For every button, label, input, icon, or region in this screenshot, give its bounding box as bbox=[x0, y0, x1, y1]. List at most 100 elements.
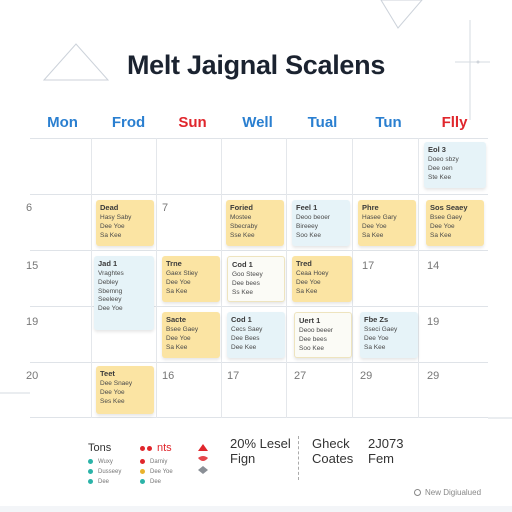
note-line: Vraghtes bbox=[98, 270, 124, 278]
event-note[interactable]: Trne Gaex Stiey Dee Yoe Sa Kee bbox=[162, 256, 220, 302]
note-line: Hasy Saby bbox=[100, 214, 132, 222]
weekday-label: Flly bbox=[441, 114, 468, 131]
legend-item: Dee bbox=[88, 477, 121, 487]
legend-item: Wuxy bbox=[88, 457, 121, 467]
note-line: Bsee Gaey bbox=[166, 326, 199, 334]
day-number: 6 bbox=[26, 202, 33, 214]
day-number: 29 bbox=[360, 370, 373, 382]
note-title: Eol 3 bbox=[428, 145, 446, 154]
note-line: Ses Kee bbox=[100, 397, 125, 405]
circle-icon bbox=[414, 489, 421, 497]
note-line: Deoo beeer bbox=[299, 327, 333, 335]
day-number: 19 bbox=[427, 316, 440, 328]
day-number: 29 bbox=[427, 370, 440, 382]
event-note[interactable]: Cod 1 Cecs Saey Dee Bees Dee Kee bbox=[227, 312, 285, 358]
note-line: Dee oen bbox=[428, 164, 453, 172]
event-note[interactable]: Tred Ceaa Hoey Dee Yoe Sa Kee bbox=[292, 256, 352, 302]
stats-divider bbox=[298, 436, 299, 480]
weekday-label: Frod bbox=[111, 114, 146, 131]
note-line: Dee Yoe bbox=[166, 278, 191, 286]
note-line: Hasee Gary bbox=[362, 214, 397, 222]
note-line: Bireeey bbox=[296, 222, 319, 230]
note-line: Sa Kee bbox=[364, 343, 386, 351]
note-line: Dee Yoe bbox=[364, 334, 389, 342]
note-line: Ss Kee bbox=[232, 288, 253, 296]
note-line: Sseci Gaey bbox=[364, 326, 398, 334]
note-title: Cod 1 bbox=[231, 315, 252, 324]
event-note[interactable]: Sos Seaey Bsee Gaey Dee Yoe Sa Kee bbox=[426, 200, 484, 246]
weekday-label: Tual bbox=[307, 114, 338, 131]
note-line: Dee Yoe bbox=[100, 222, 125, 230]
day-number: 17 bbox=[362, 260, 375, 272]
grid-line bbox=[286, 138, 287, 418]
note-title: Fbe Zs bbox=[364, 315, 389, 324]
calendar-grid: 6 7 15 17 14 19 19 20 16 17 27 29 29 Eol… bbox=[26, 138, 488, 418]
note-line: Ste Kee bbox=[428, 173, 452, 181]
note-title: Uert 1 bbox=[299, 316, 321, 325]
note-line: Bsee Gaey bbox=[430, 214, 463, 222]
dot-icon bbox=[147, 445, 152, 451]
note-line: Dee Yoe bbox=[430, 222, 455, 230]
note-line: Sa Kee bbox=[100, 231, 122, 239]
note-line: Sa Kee bbox=[430, 231, 452, 239]
grid-line bbox=[221, 138, 222, 418]
bottom-bar bbox=[0, 506, 512, 512]
note-line: Sse Kee bbox=[230, 231, 255, 239]
dot-icon bbox=[88, 478, 93, 484]
note-line: Soo Kee bbox=[296, 231, 321, 239]
note-line: Dee Kee bbox=[231, 343, 257, 351]
weekday-label: Mon bbox=[47, 114, 78, 131]
note-line: Soo Kee bbox=[299, 344, 324, 352]
note-line: Ceaa Hoey bbox=[296, 270, 329, 278]
event-note[interactable]: Uert 1 Deoo beeer Dee bees Soo Kee bbox=[294, 312, 352, 358]
note-line: Dee Yoe bbox=[100, 388, 125, 396]
grid-line bbox=[30, 306, 488, 307]
weekday-label: Tun bbox=[375, 114, 402, 131]
page-title: Melt Jaignal Scalens bbox=[126, 50, 386, 80]
event-note[interactable]: Cod 1 Goo Steey Dee bees Ss Kee bbox=[227, 256, 285, 302]
legend-title: Tons bbox=[88, 442, 112, 454]
stat-check: Gheck Coates bbox=[312, 436, 354, 466]
note-title: Tred bbox=[296, 259, 312, 268]
day-number: 20 bbox=[26, 370, 39, 382]
event-note[interactable]: Fbe Zs Sseci Gaey Dee Yoe Sa Kee bbox=[360, 312, 418, 358]
note-line: Dee Yoe bbox=[166, 334, 191, 342]
pie-indicator-icons bbox=[198, 444, 208, 474]
note-title: Trne bbox=[166, 259, 182, 268]
grid-line bbox=[91, 138, 92, 418]
event-note[interactable]: Phre Hasee Gary Dee Yoe Sa Kee bbox=[358, 200, 416, 246]
note-line: Dee Snaey bbox=[100, 380, 133, 388]
event-note[interactable]: Dead Hasy Saby Dee Yoe Sa Kee bbox=[96, 200, 154, 246]
stat-level: 20% Lesel Fign bbox=[230, 436, 291, 466]
event-note[interactable]: Sacte Bsee Gaey Dee Yoe Sa Kee bbox=[162, 312, 220, 358]
legend-item: Dee bbox=[140, 477, 173, 487]
note-line: Dee Yoe bbox=[362, 222, 387, 230]
day-number: 14 bbox=[427, 260, 440, 272]
legend-item: Dusseey bbox=[88, 467, 121, 477]
note-line: Dee bees bbox=[299, 335, 327, 343]
grid-line bbox=[418, 138, 419, 418]
note-line: Seeleey bbox=[98, 296, 122, 304]
event-note[interactable]: Teet Dee Snaey Dee Yoe Ses Kee bbox=[96, 366, 154, 414]
event-note[interactable]: Jad 1 Vraghtes Debley Sbemng Seeleey Dee… bbox=[94, 256, 154, 330]
weekday-label: Sun bbox=[178, 114, 207, 131]
event-note[interactable]: Eol 3 Doeo sbzy Dee oen Ste Kee bbox=[424, 142, 486, 188]
grid-line bbox=[30, 250, 488, 251]
note-title: Sos Seaey bbox=[430, 203, 468, 212]
note-line: Dee Bees bbox=[231, 334, 260, 342]
event-note[interactable]: Foried Mostee Sbecraby Sse Kee bbox=[226, 200, 284, 246]
note-title: Phre bbox=[362, 203, 379, 212]
dot-icon bbox=[88, 458, 93, 464]
note-title: Cod 1 bbox=[232, 260, 253, 269]
dot-icon bbox=[140, 458, 145, 464]
day-number: 15 bbox=[26, 260, 39, 272]
dot-icon bbox=[140, 468, 145, 474]
weekday-header: Mon Frod Sun Well Tual Tun Flly bbox=[30, 114, 488, 134]
stat-count: 2J073 Fem bbox=[368, 436, 404, 466]
dot-icon bbox=[88, 468, 93, 474]
note-line: Mostee bbox=[230, 214, 252, 222]
day-number: 19 bbox=[26, 316, 39, 328]
grid-line bbox=[156, 138, 157, 418]
grid-line bbox=[30, 138, 488, 139]
event-note[interactable]: Feel 1 Deoo beoer Bireeey Soo Kee bbox=[292, 200, 350, 246]
